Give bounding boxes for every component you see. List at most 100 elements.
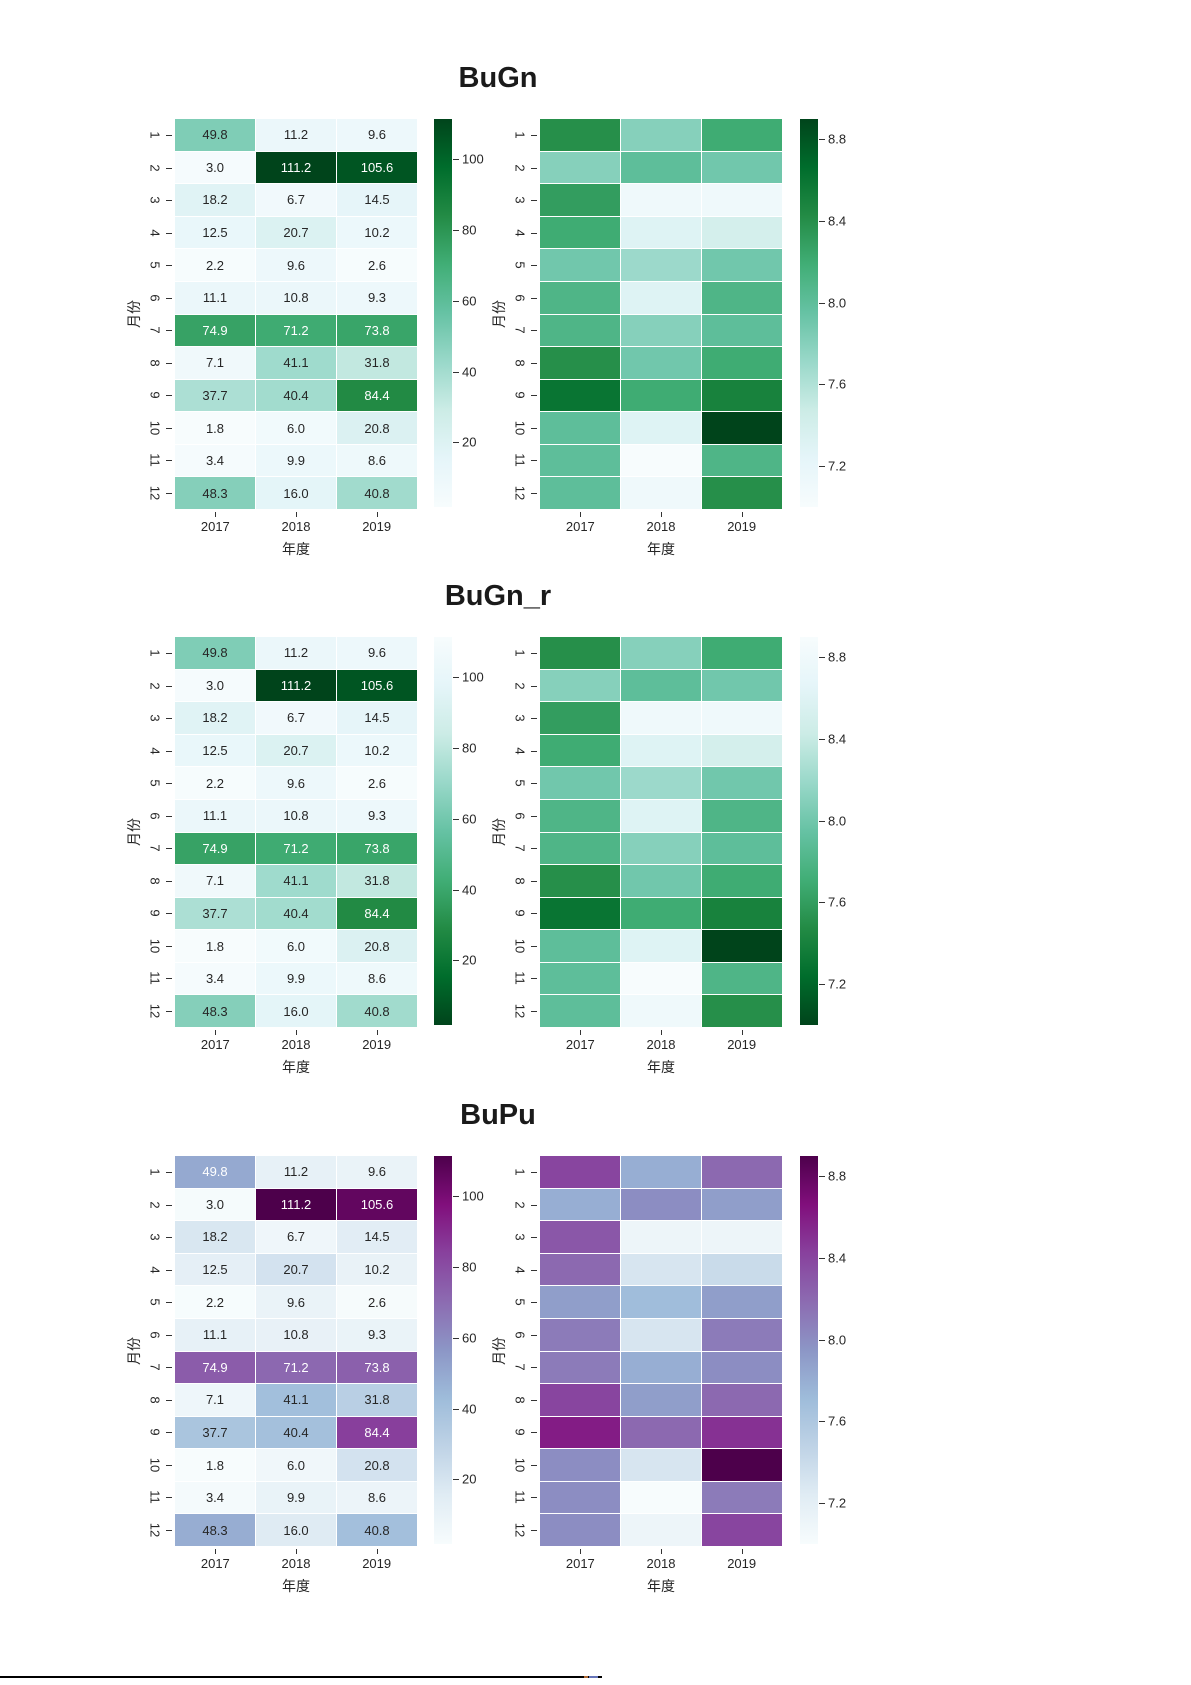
heatmap-cell: [540, 281, 620, 314]
ytick-mark: [166, 1367, 172, 1369]
heatmap-cell: [621, 1351, 701, 1384]
heatmap-cell: 20.8: [337, 1449, 417, 1481]
ytick-label-month: 12: [147, 485, 163, 500]
ytick-mark: [531, 1334, 537, 1336]
colorbar-tick-mark: [819, 384, 825, 386]
ytick-label-month: 8: [512, 359, 528, 367]
ytick-mark: [531, 783, 537, 785]
xtick-label-year: 2017: [565, 519, 595, 534]
ytick-label-month: 4: [512, 229, 528, 237]
heatmap-cell: [702, 1156, 782, 1188]
heatmap-cell: [621, 1514, 701, 1546]
heatmap-cell: 9.6: [337, 119, 417, 151]
colorbar-tick-mark: [819, 139, 825, 141]
xtick-mark: [215, 1030, 217, 1035]
heatmap-cell: 2.6: [337, 767, 417, 799]
heatmap-cell: 71.2: [256, 314, 336, 347]
ytick-mark: [531, 200, 537, 202]
heatmap-cell: [540, 637, 620, 669]
ytick-mark: [531, 1432, 537, 1434]
heatmap-cell: 73.8: [337, 832, 417, 865]
ytick-label-month: 7: [512, 326, 528, 334]
colorbar-tick-label: 20: [462, 1471, 477, 1487]
ytick-mark: [166, 945, 172, 947]
xtick-mark: [296, 512, 297, 517]
heatmap-cell: [540, 1318, 620, 1351]
colorbar-precipitation: [434, 119, 452, 507]
ytick-mark: [531, 913, 537, 915]
xtick-mark: [296, 1549, 297, 1554]
colorbar-tick-mark: [819, 820, 825, 822]
heatmap-cell: [621, 702, 701, 734]
heatmap-cell: [702, 216, 782, 249]
ytick-mark: [531, 718, 537, 720]
heatmap-cell: [540, 832, 620, 865]
heatmap-cell: [702, 1318, 782, 1351]
colorbar-tick-mark: [453, 1479, 459, 1481]
heatmap-cell: [540, 865, 620, 897]
heatmap-cell: [540, 444, 620, 477]
ytick-mark: [166, 978, 172, 980]
y-axis-label: 月份: [491, 300, 507, 328]
ytick-mark: [531, 1464, 537, 1466]
xtick-label-year: 2017: [200, 1556, 230, 1571]
heatmap-cell: 11.1: [175, 1318, 255, 1351]
heatmap-precipitation: 49.8 11.2 9.6 3.0 111.2 105.6 18.2 6.7 14.5 12.5 2…: [175, 1156, 417, 1546]
heatmap-cell: 14.5: [337, 1221, 417, 1253]
heatmap-cell: 20.8: [337, 930, 417, 962]
heatmap-cell: [702, 637, 782, 669]
heatmap-cell: 9.6: [256, 767, 336, 799]
heatmap-cell: 40.8: [337, 477, 417, 509]
ytick-label-month: 6: [147, 294, 163, 302]
ytick-mark: [531, 1237, 537, 1239]
ytick-mark: [531, 167, 537, 169]
ytick-label-month: 6: [512, 1331, 528, 1339]
figure-title: BuGn: [458, 62, 538, 94]
ytick-mark: [531, 427, 537, 429]
heatmap-cell: 84.4: [337, 897, 417, 930]
colorbar-tick-label: 8.0: [828, 1332, 847, 1348]
heatmap-cell: 18.2: [175, 1221, 255, 1253]
ytick-mark: [166, 1529, 172, 1531]
heatmap-cell: [540, 1449, 620, 1481]
colorbar-tick-label: 60: [462, 811, 477, 827]
heatmap-cell: 14.5: [337, 702, 417, 734]
ytick-label-month: 3: [147, 196, 163, 204]
ytick-mark: [531, 265, 537, 267]
x-axis-label: 年度: [647, 541, 675, 557]
ytick-mark: [166, 492, 172, 494]
heatmap-cell: [621, 1188, 701, 1221]
ytick-mark: [531, 1367, 537, 1369]
xtick-mark: [215, 1549, 217, 1554]
colorbar-tick-label: 7.2: [828, 976, 847, 992]
colorbar-tick-mark: [453, 229, 459, 231]
xtick-mark: [661, 1549, 662, 1554]
heatmap-cell: 10.8: [256, 1318, 336, 1351]
colorbar-tick-mark: [453, 1195, 459, 1197]
heatmap-cell: [540, 151, 620, 184]
heatmap-cell: 31.8: [337, 865, 417, 897]
heatmap-cell: 8.6: [337, 962, 417, 995]
colorbar-tick-label: 7.6: [828, 376, 847, 392]
heatmap-cell: [621, 669, 701, 702]
heatmap-cell: 3.4: [175, 962, 255, 995]
colorbar-tick-mark: [453, 960, 459, 962]
ytick-mark: [166, 1334, 172, 1336]
ytick-label-month: 11: [512, 971, 528, 986]
heatmap-cell: 3.0: [175, 669, 255, 702]
ytick-mark: [166, 1302, 172, 1304]
ytick-mark: [166, 1464, 172, 1466]
heatmap-cell: [702, 281, 782, 314]
heatmap-cell: 12.5: [175, 734, 255, 767]
colorbar-tick-mark: [453, 158, 459, 160]
colorbar-tick-mark: [453, 1337, 459, 1339]
ytick-mark: [166, 297, 172, 299]
heatmap-cell: 73.8: [337, 1351, 417, 1384]
ytick-mark: [531, 815, 537, 817]
heatmap-cell: [702, 995, 782, 1027]
heatmap-cell: 40.8: [337, 995, 417, 1027]
colorbar-tick-label: 8.8: [828, 1168, 847, 1184]
ytick-mark: [166, 815, 172, 817]
ytick-label-month: 6: [512, 294, 528, 302]
